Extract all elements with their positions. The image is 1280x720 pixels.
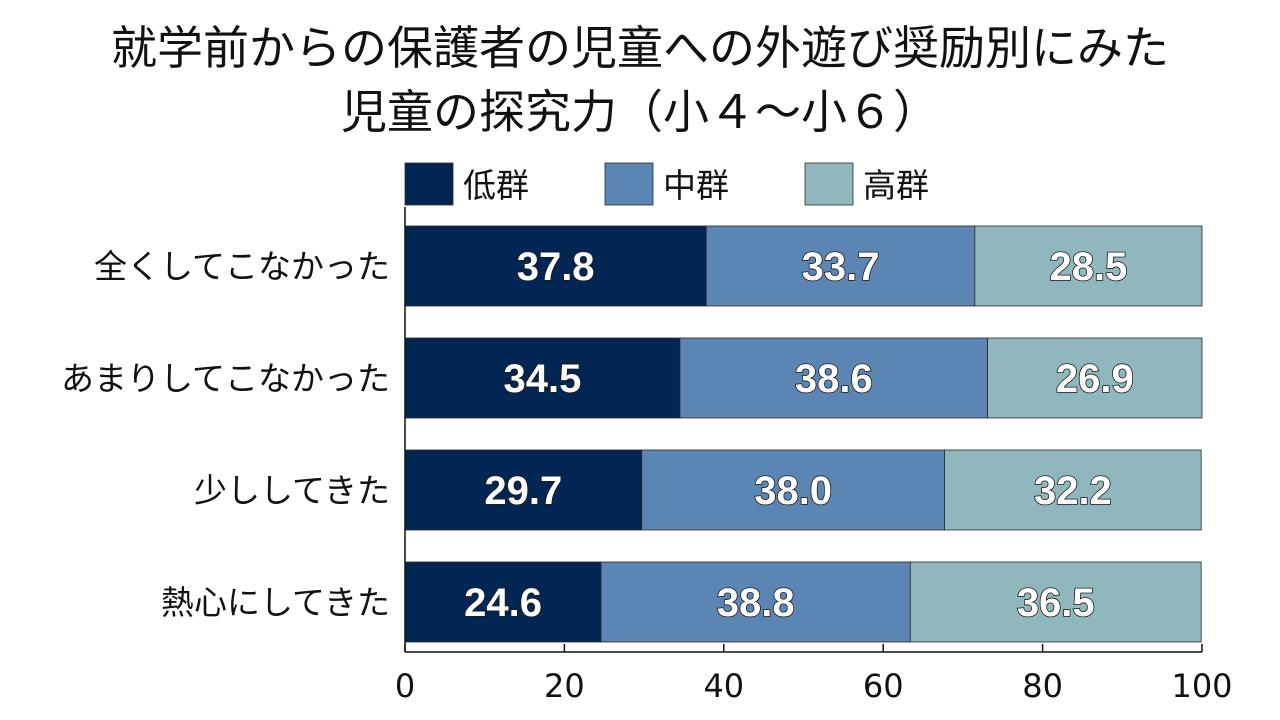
data-label: 24.6: [464, 581, 542, 625]
data-label: 37.8: [517, 245, 595, 289]
data-label: 38.0: [754, 469, 832, 513]
category-label: あまりしてこなかった: [61, 359, 390, 398]
bar-segment: [600, 561, 911, 643]
x-tick-label: 60: [863, 667, 904, 705]
x-tick-label: 20: [544, 667, 585, 705]
data-label: 36.5: [1017, 581, 1095, 625]
data-label: 32.2: [1034, 469, 1112, 513]
chart-title-line-2: 児童の探究力（小４～小６）: [341, 85, 939, 139]
legend-label: 低群: [463, 166, 529, 205]
bar-segment: [641, 449, 945, 531]
legend-swatch: [404, 162, 454, 206]
bar-segment: [679, 337, 989, 419]
legend-label: 高群: [863, 166, 929, 205]
legend-swatch: [804, 162, 854, 206]
bar-segment: [974, 225, 1203, 307]
data-label: 38.6: [795, 357, 873, 401]
category-label: 全くしてこなかった: [94, 247, 390, 286]
bar-segment: [404, 561, 602, 643]
category-label: 少ししてきた: [194, 471, 390, 510]
data-label: 26.9: [1056, 357, 1134, 401]
x-tick-label: 0: [395, 667, 415, 705]
bar-segment: [987, 337, 1203, 419]
data-label: 29.7: [484, 469, 562, 513]
x-tick-label: 100: [1171, 667, 1232, 705]
data-label: 28.5: [1049, 245, 1127, 289]
bar-segment: [404, 225, 707, 307]
category-label: 熱心にしてきた: [161, 583, 390, 622]
bar-segment: [404, 449, 643, 531]
bar-segment: [909, 561, 1202, 643]
bar-segment: [404, 337, 681, 419]
bar-segment: [944, 449, 1202, 531]
data-label: 34.5: [504, 357, 582, 401]
x-tick-label: 80: [1022, 667, 1063, 705]
chart-title-line-1: 就学前からの保護者の児童への外遊び奨励別にみた: [111, 21, 1169, 75]
data-label: 38.8: [717, 581, 795, 625]
legend-label: 中群: [663, 166, 729, 205]
legend-swatch: [604, 162, 654, 206]
data-label: 33.7: [802, 245, 880, 289]
x-tick-label: 40: [703, 667, 744, 705]
